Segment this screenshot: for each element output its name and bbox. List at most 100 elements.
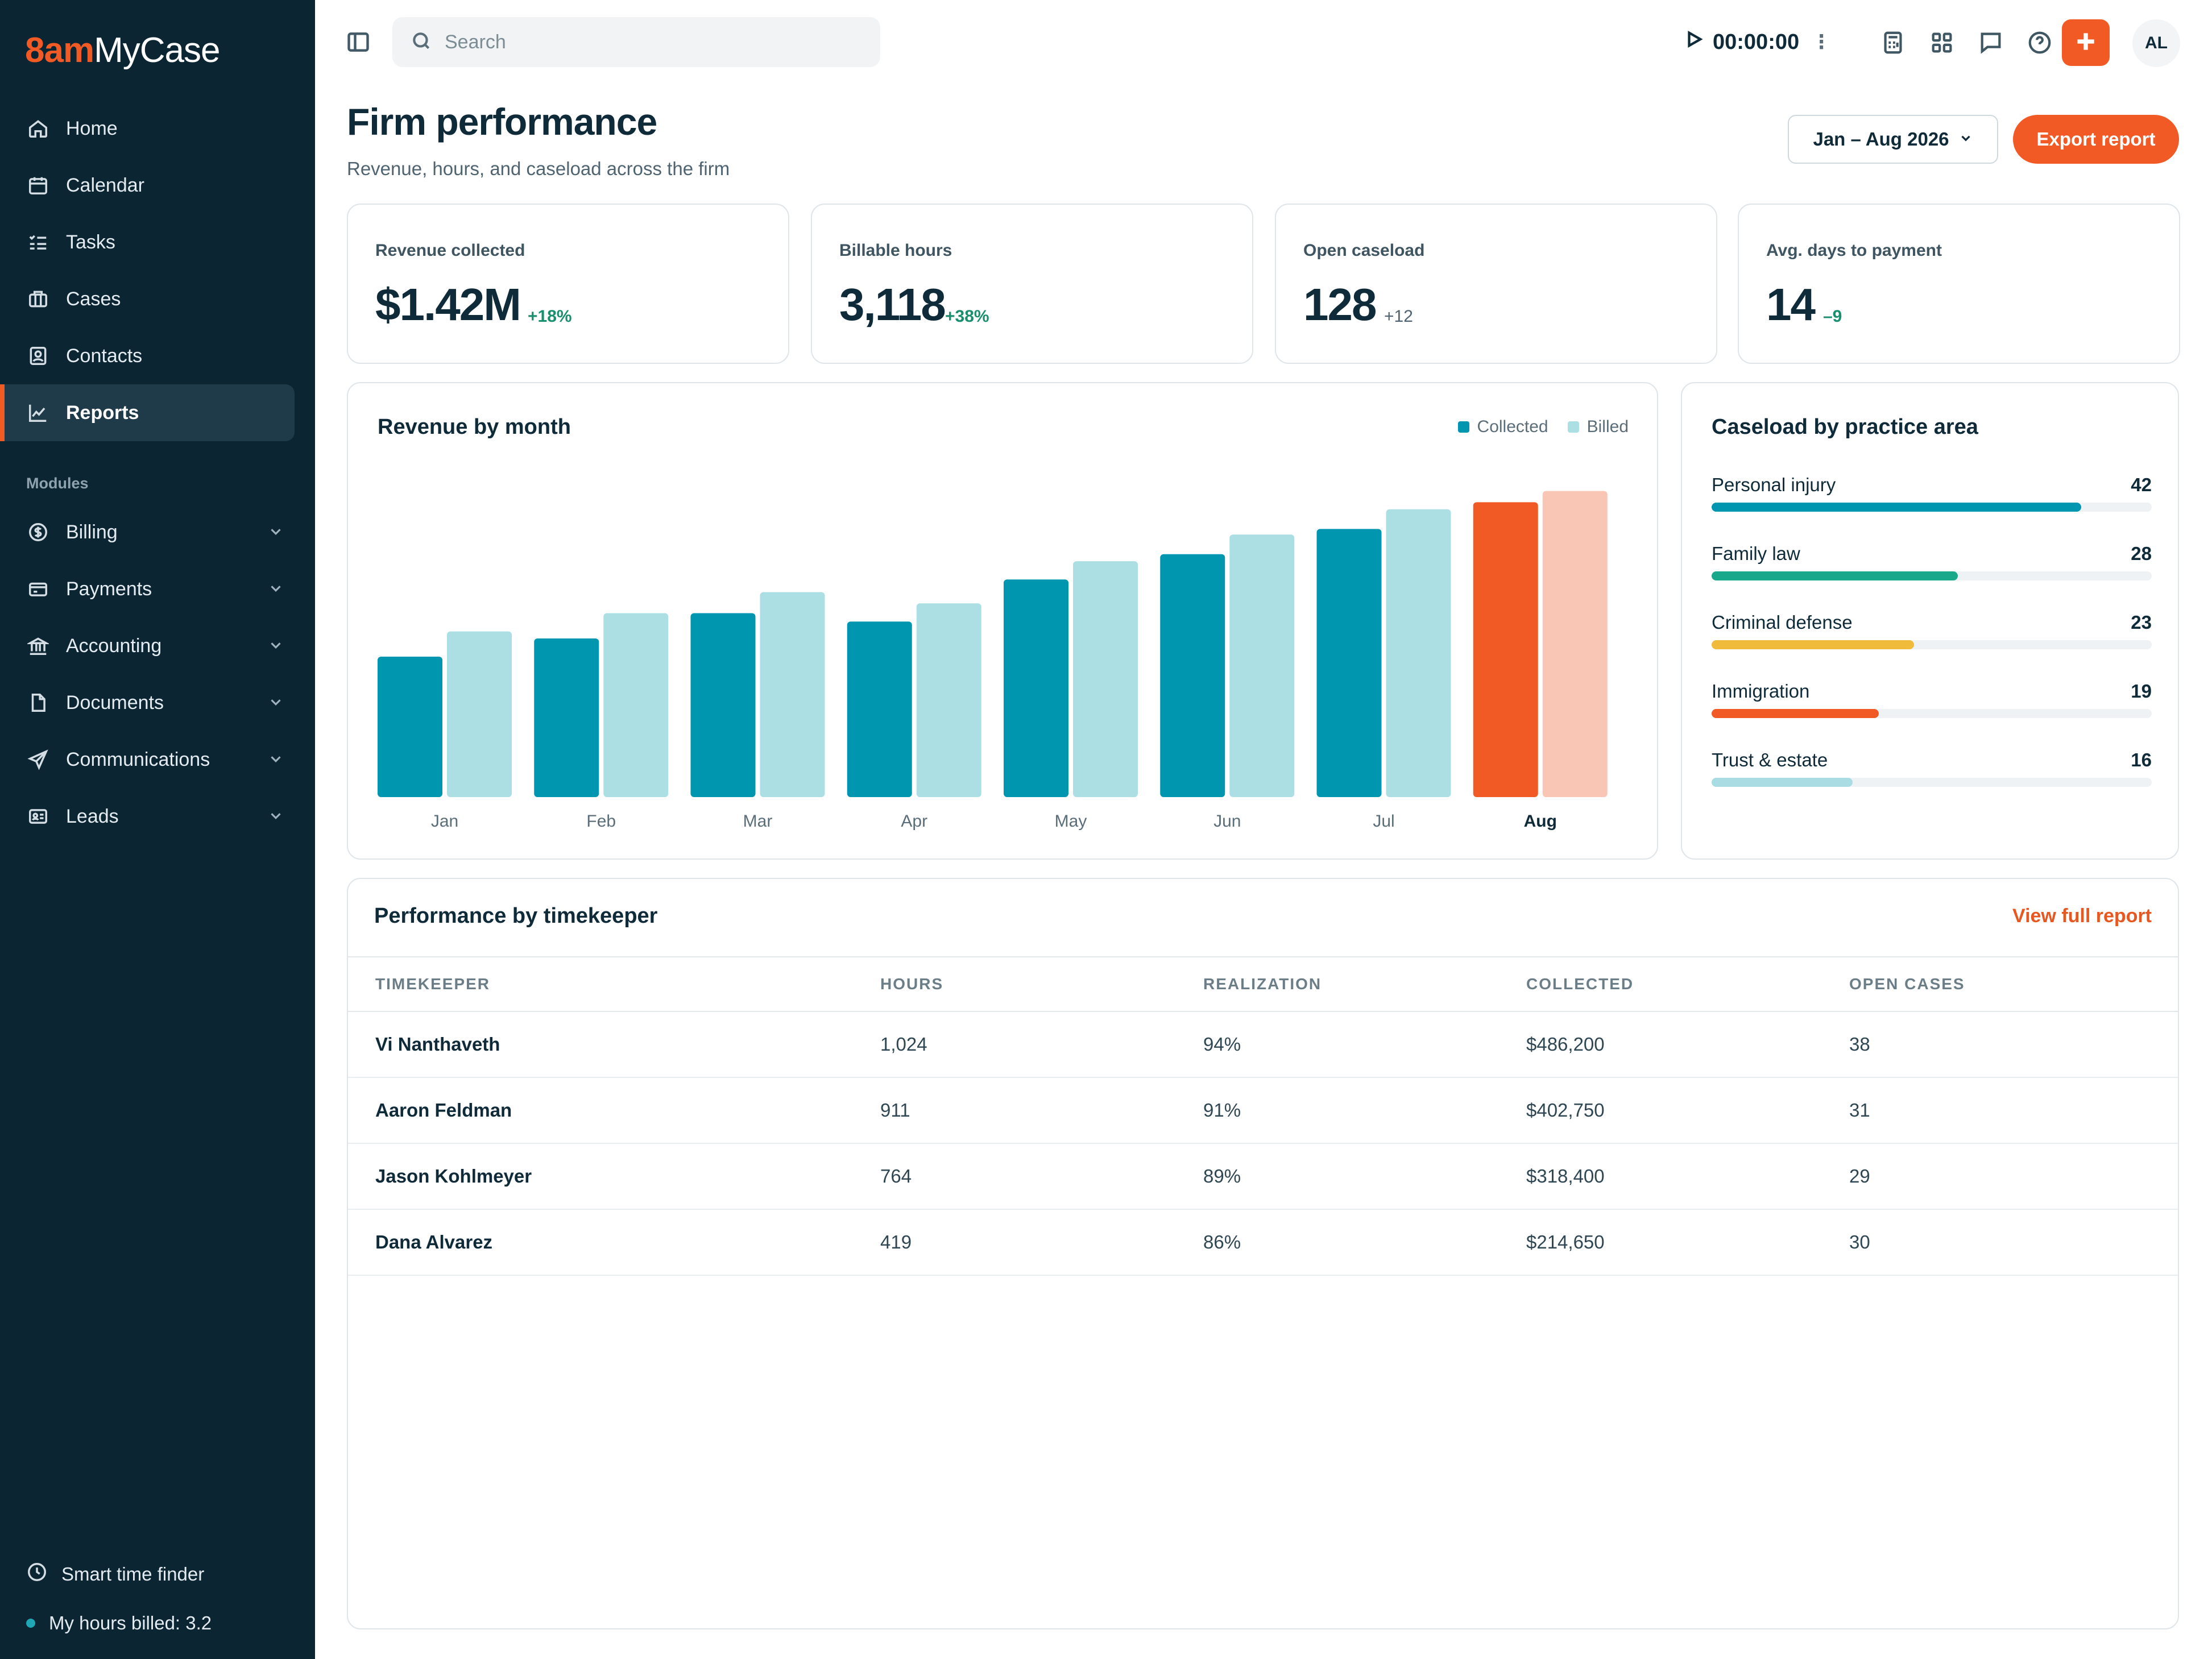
bar-collected-may[interactable]: [1004, 579, 1068, 797]
search-box[interactable]: [392, 17, 880, 67]
revenue-bar-chart: Jan Feb Mar Apr May Jun Jul Aug: [378, 491, 1608, 831]
calculator-icon[interactable]: [1880, 30, 1906, 56]
bar-collected-feb[interactable]: [534, 638, 599, 797]
chat-icon[interactable]: [1978, 30, 2004, 56]
cell-hours: 1,024: [880, 1034, 927, 1055]
chevron-down-icon[interactable]: [267, 523, 284, 540]
x-tick-label: Feb: [586, 812, 616, 831]
clock-icon: [26, 1561, 61, 1587]
kpi-value: 14: [1766, 279, 1816, 330]
caseload-bar-fill: [1712, 778, 1853, 787]
column-header-timekeeper[interactable]: TIMEKEEPER: [375, 975, 491, 993]
chevron-down-icon[interactable]: [267, 637, 284, 654]
column-header-open-cases[interactable]: OPEN CASES: [1849, 975, 1965, 993]
apps-grid-icon[interactable]: [1929, 30, 1955, 56]
legend-swatch-billed: [1567, 421, 1579, 433]
sidebar-item-home[interactable]: Home: [0, 100, 295, 157]
caseload-row[interactable]: Personal injury 42: [1712, 474, 2152, 537]
caseload-bar-fill: [1712, 503, 2082, 512]
cell-collected: $402,750: [1526, 1100, 1605, 1121]
kpi-delta: –9: [1823, 307, 1842, 326]
bar-collected-jul[interactable]: [1316, 529, 1382, 797]
cell-collected: $318,400: [1526, 1166, 1605, 1187]
column-header-hours[interactable]: HOURS: [880, 975, 944, 993]
smart-time-finder[interactable]: Smart time finder: [0, 1550, 315, 1599]
legend-swatch-collected: [1457, 421, 1469, 433]
logo-text: MyCase: [94, 30, 220, 70]
cell-collected: $486,200: [1526, 1034, 1605, 1055]
chevron-down-icon[interactable]: [267, 694, 284, 711]
table-row[interactable]: Vi Nanthaveth 1,024 94% $486,200 38: [348, 1012, 2178, 1078]
search-input[interactable]: [445, 31, 843, 53]
table-row[interactable]: Jason Kohlmeyer 764 89% $318,400 29: [348, 1144, 2178, 1210]
chevron-down-icon: [1949, 128, 1973, 150]
caseload-count: 23: [2131, 612, 2152, 633]
avatar[interactable]: AL: [2132, 19, 2180, 67]
bar-collected-apr[interactable]: [847, 621, 912, 797]
x-tick-label: Mar: [743, 812, 773, 831]
help-icon[interactable]: [2027, 30, 2053, 56]
caseload-label: Immigration: [1712, 681, 1810, 702]
sidebar-item-leads[interactable]: Leads: [0, 788, 295, 845]
timer-value: 00:00:00: [1713, 30, 1800, 54]
timer[interactable]: 00:00:00 ⋮: [1684, 24, 1831, 60]
sidebar-item-tasks[interactable]: Tasks: [0, 214, 295, 271]
kpi-card-hours: Billable hours 3,118 +38%: [811, 204, 1253, 364]
bar-billed-apr[interactable]: [916, 603, 981, 797]
cell-open-cases: 31: [1849, 1100, 1870, 1121]
caseload-title: Caseload by practice area: [1712, 415, 1978, 439]
sidebar-item-calendar[interactable]: Calendar: [0, 157, 295, 214]
bar-collected-jan[interactable]: [378, 657, 442, 797]
caseload-row[interactable]: Immigration 19: [1712, 681, 2152, 743]
sidebar-item-cases[interactable]: Cases: [0, 271, 295, 327]
sidebar-item-billing[interactable]: Billing: [0, 504, 295, 561]
timekeeper-table-title: Performance by timekeeper: [374, 904, 658, 928]
bar-billed-feb[interactable]: [603, 613, 669, 797]
column-header-realization[interactable]: REALIZATION: [1203, 975, 1322, 993]
chevron-down-icon[interactable]: [267, 580, 284, 597]
bar-billed-jun[interactable]: [1229, 534, 1295, 797]
cell-realization: 94%: [1203, 1034, 1241, 1055]
add-new-button[interactable]: [2062, 19, 2110, 66]
chevron-down-icon[interactable]: [267, 807, 284, 824]
sidebar-item-contacts[interactable]: Contacts: [0, 327, 295, 384]
export-report-button[interactable]: Export report: [2013, 115, 2179, 164]
caseload-row[interactable]: Trust & estate 16: [1712, 749, 2152, 812]
cell-open-cases: 30: [1849, 1231, 1870, 1252]
cell-name: Jason Kohlmeyer: [375, 1166, 532, 1187]
bar-billed-mar[interactable]: [760, 592, 825, 797]
panel-toggle-icon[interactable]: [346, 30, 371, 55]
bar-collected-aug[interactable]: [1473, 502, 1538, 797]
caseload-row[interactable]: Criminal defense 23: [1712, 612, 2152, 674]
table-row[interactable]: Aaron Feldman 911 91% $402,750 31: [348, 1078, 2178, 1144]
view-full-report-link[interactable]: View full report: [2012, 905, 2152, 927]
x-tick-label: Jan: [431, 812, 458, 831]
sidebar-item-documents[interactable]: Documents: [0, 674, 295, 731]
sidebar-item-payments[interactable]: Payments: [0, 561, 295, 617]
cell-name: Dana Alvarez: [375, 1231, 493, 1252]
bar-collected-jun[interactable]: [1160, 554, 1225, 797]
bar-billed-jul[interactable]: [1386, 509, 1451, 797]
bar-collected-mar[interactable]: [690, 613, 756, 797]
bar-billed-aug[interactable]: [1542, 491, 1608, 797]
kpi-label: Revenue collected: [375, 241, 525, 260]
column-header-collected[interactable]: COLLECTED: [1526, 975, 1634, 993]
kebab-menu-icon[interactable]: ⋮: [1812, 31, 1832, 53]
chevron-down-icon[interactable]: [267, 750, 284, 768]
play-icon[interactable]: [1684, 30, 1713, 55]
bar-billed-may[interactable]: [1073, 561, 1138, 797]
kpi-label: Open caseload: [1303, 241, 1425, 260]
bar-billed-jan[interactable]: [447, 631, 512, 797]
brand-logo[interactable]: 8am MyCase: [25, 27, 220, 73]
sidebar-item-reports[interactable]: Reports: [0, 384, 295, 441]
table-row[interactable]: Dana Alvarez 419 86% $214,650 30: [348, 1210, 2178, 1276]
caseload-row[interactable]: Family law 28: [1712, 543, 2152, 605]
sidebar-item-accounting[interactable]: Accounting: [0, 617, 295, 674]
x-tick-label: Aug: [1524, 812, 1557, 831]
caseload-bar-track: [1712, 503, 2152, 512]
bank-icon: [27, 635, 49, 657]
date-range-dropdown[interactable]: Jan – Aug 2026: [1788, 115, 1998, 164]
cell-collected: $214,650: [1526, 1231, 1605, 1252]
sidebar-item-communications[interactable]: Communications: [0, 731, 295, 788]
caseload-bar-track: [1712, 778, 2152, 787]
